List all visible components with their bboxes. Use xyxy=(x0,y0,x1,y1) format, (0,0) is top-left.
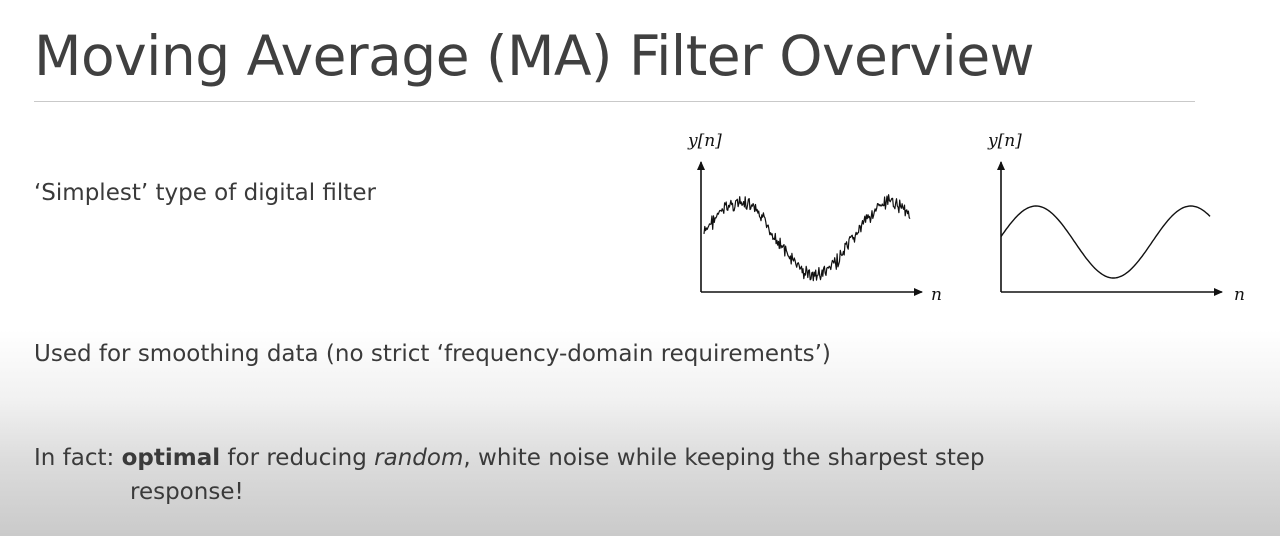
bullet-optimal-noise: In fact: optimal for reducing random, wh… xyxy=(34,443,1194,507)
bullet-middle: for reducing xyxy=(220,445,375,471)
bullet-italic-word: random xyxy=(374,445,464,471)
smooth-signal-curve xyxy=(1000,205,1211,279)
smooth-plot-y-label: y[n] xyxy=(987,131,1022,151)
noisy-signal-plot: y[n] n xyxy=(687,131,942,304)
title-divider xyxy=(34,101,1195,102)
bullet-smoothing-data: Used for smoothing data (no strict ‘freq… xyxy=(34,341,831,367)
noisy-plot-y-label: y[n] xyxy=(687,131,722,151)
bullet-rest: , white noise while keeping the sharpest… xyxy=(463,445,985,471)
smooth-signal-plot: y[n] n xyxy=(987,131,1245,304)
bullet-simplest-filter: ‘Simplest’ type of digital filter xyxy=(34,180,376,206)
bullet-continuation: response! xyxy=(130,479,244,505)
bullet-bold-word: optimal xyxy=(121,445,221,471)
bullet-optimal-line1: In fact: optimal for reducing random, wh… xyxy=(34,443,1194,473)
noisy-signal-curve xyxy=(703,194,911,282)
bullet-prefix: In fact: xyxy=(34,445,122,471)
slide-title: Moving Average (MA) Filter Overview xyxy=(34,24,1035,88)
smooth-plot-x-label: n xyxy=(1234,285,1245,304)
noisy-plot-x-label: n xyxy=(931,285,942,304)
